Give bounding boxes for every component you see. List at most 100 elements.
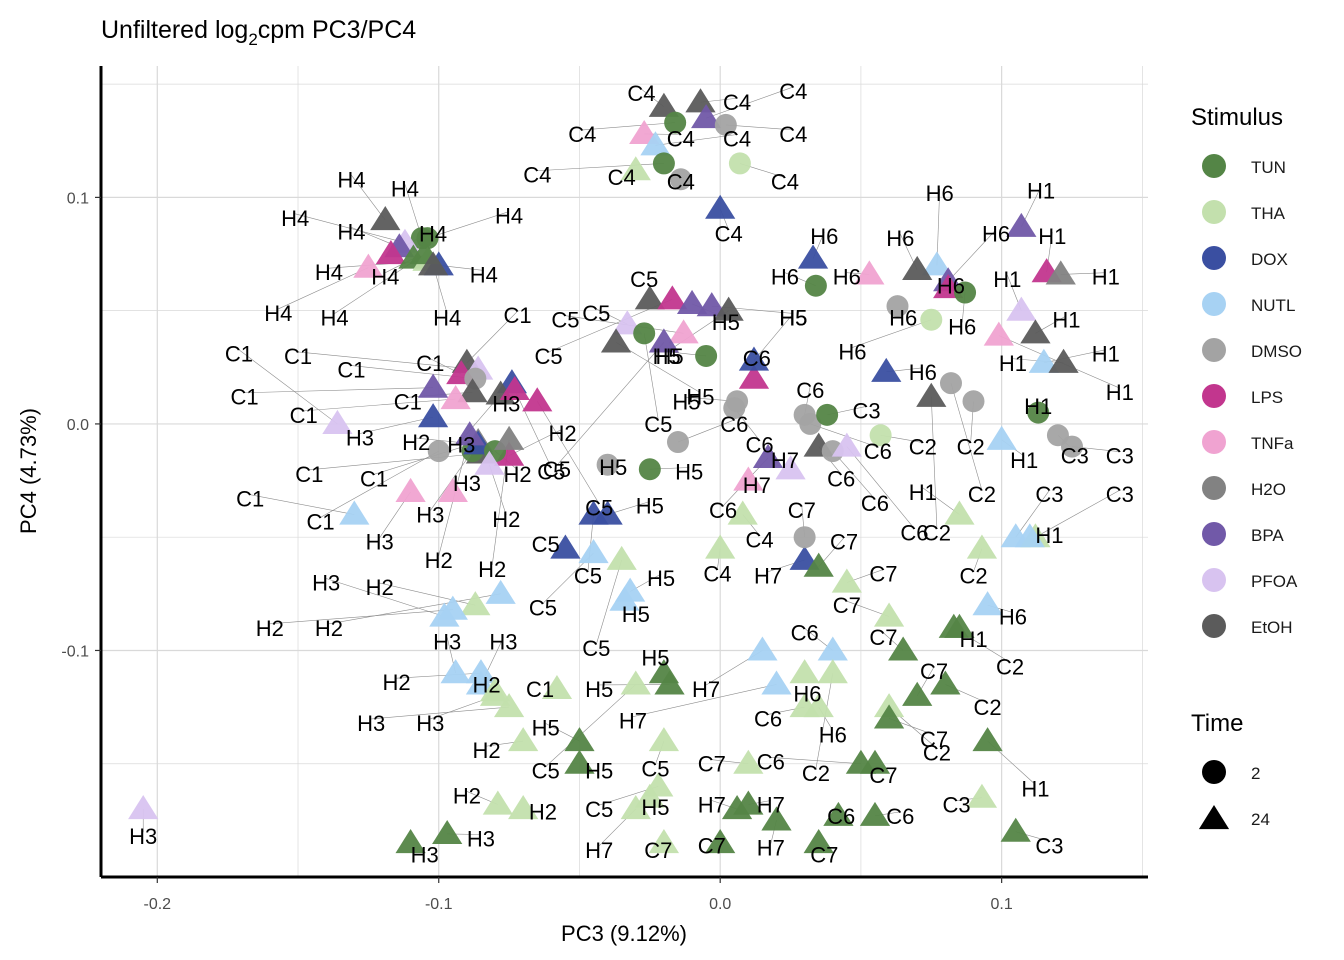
point-triangle-nutl: [339, 500, 370, 525]
point-label: H5: [675, 460, 703, 485]
point-label: C5: [532, 532, 560, 557]
label-leader-line: [632, 684, 777, 717]
point-label: H2: [478, 557, 506, 582]
point-triangle-tha: [508, 795, 539, 820]
point-label: C6: [827, 804, 855, 829]
x-axis-label: PC3 (9.12%): [561, 921, 687, 946]
legend-key-lps: [1202, 384, 1226, 408]
legend-stimulus-items: TUN THA DOX NUTL DMSO LPS TNFa H2O BPA PFOA EtOH: [1202, 154, 1302, 638]
point-label: H2: [473, 672, 501, 697]
label-leader-line: [508, 428, 563, 456]
label-leader-line: [770, 757, 861, 765]
point-label: C4: [608, 165, 636, 190]
point-label: C7: [788, 498, 816, 523]
point-label: C7: [869, 763, 897, 788]
point-circle-dmso: [714, 113, 737, 136]
point-triangle-tun: [564, 749, 595, 774]
point-triangle-nutl: [609, 586, 640, 611]
point-label: H2: [529, 799, 557, 824]
point-label: C3: [1106, 444, 1134, 469]
point-label: H4: [264, 301, 292, 326]
point-triangle-tnfa: [668, 319, 699, 344]
point-triangle-h2o: [1045, 260, 1076, 285]
point-label: H3: [346, 426, 374, 451]
point-label: H5: [653, 344, 681, 369]
point-triangle-tun: [944, 613, 975, 638]
point-label: C7: [810, 842, 838, 867]
point-circle-tun: [664, 111, 687, 134]
point-label: C4: [667, 170, 695, 195]
point-label: C7: [869, 561, 897, 586]
point-label: H7: [771, 448, 799, 473]
point-triangle-tha: [803, 693, 834, 718]
point-label: C1: [295, 462, 323, 487]
label-leader-line: [396, 672, 481, 679]
point-label: H3: [411, 842, 439, 867]
point-circle-dmso: [669, 168, 692, 191]
point-label: H1: [1010, 448, 1038, 473]
point-label: C5: [537, 460, 565, 485]
point-label: H7: [692, 677, 720, 702]
point-label: H2: [453, 783, 481, 808]
label-leader-line: [582, 122, 676, 131]
point-label: C4: [715, 222, 743, 247]
point-label: H6: [909, 360, 937, 385]
point-label: H1: [1035, 523, 1063, 548]
point-label: H6: [833, 265, 861, 290]
point-label: C5: [641, 756, 669, 781]
label-leader-line: [297, 351, 479, 370]
label-leader-line: [250, 494, 355, 515]
point-label: C2: [802, 761, 830, 786]
legend-label-time-2: 2: [1251, 764, 1260, 783]
label-leader-line: [359, 416, 434, 434]
point-triangle-tha: [460, 591, 491, 616]
point-label: H4: [321, 305, 349, 330]
point-label: H6: [793, 682, 821, 707]
point-triangle-etoh: [634, 285, 665, 310]
label-leader-line: [655, 134, 738, 146]
point-label: H3: [312, 571, 340, 596]
point-label: C3: [1035, 833, 1063, 858]
point-triangle-tha: [479, 677, 511, 702]
point-label: C5: [551, 308, 579, 333]
point-label: H5: [686, 385, 714, 410]
point-label: C2: [909, 435, 937, 460]
point-label: C6: [886, 804, 914, 829]
point-triangle-bpa: [1006, 212, 1037, 237]
legend-key-tnfa: [1202, 430, 1226, 454]
label-leader-line: [427, 211, 510, 239]
point-label: H5: [641, 645, 669, 670]
point-label: H1: [1092, 265, 1120, 290]
point-label: C1: [290, 403, 318, 428]
point-label: H1: [1038, 224, 1066, 249]
x-tick-label: -0.2: [144, 896, 172, 913]
point-triangle-tun: [930, 670, 961, 695]
label-leader-line: [536, 401, 600, 504]
point-label: H4: [391, 176, 419, 201]
point-triangle-tha: [831, 568, 862, 593]
point-label: H4: [281, 206, 309, 231]
point-label: H7: [619, 709, 647, 734]
point-label: H6: [982, 222, 1010, 247]
legend-key-bpa: [1202, 522, 1226, 546]
point-triangle-tha: [705, 534, 736, 559]
point-triangle-nutl: [465, 659, 497, 684]
point-triangle-etoh: [713, 296, 744, 321]
point-label: H6: [886, 226, 914, 251]
point-triangle-nutl: [640, 131, 671, 156]
point-label: C6: [864, 439, 892, 464]
point-label: C4: [779, 79, 807, 104]
point-triangle-nutl: [485, 579, 516, 604]
point-triangle-tun: [859, 749, 891, 774]
point-triangle-tha: [620, 795, 651, 820]
chart-title: Unfiltered log2cpm PC3/PC4: [101, 16, 416, 49]
point-triangle-tun: [859, 801, 891, 826]
legend-label-etoh: EtOH: [1251, 618, 1293, 637]
point-triangle-tun: [803, 829, 834, 854]
label-leader-line: [371, 706, 510, 720]
point-label: C1: [416, 351, 444, 376]
point-label: H6: [810, 224, 838, 249]
point-label: H2: [256, 616, 284, 641]
point-triangle-tnfa: [854, 260, 885, 285]
point-triangle-etoh: [417, 251, 449, 276]
